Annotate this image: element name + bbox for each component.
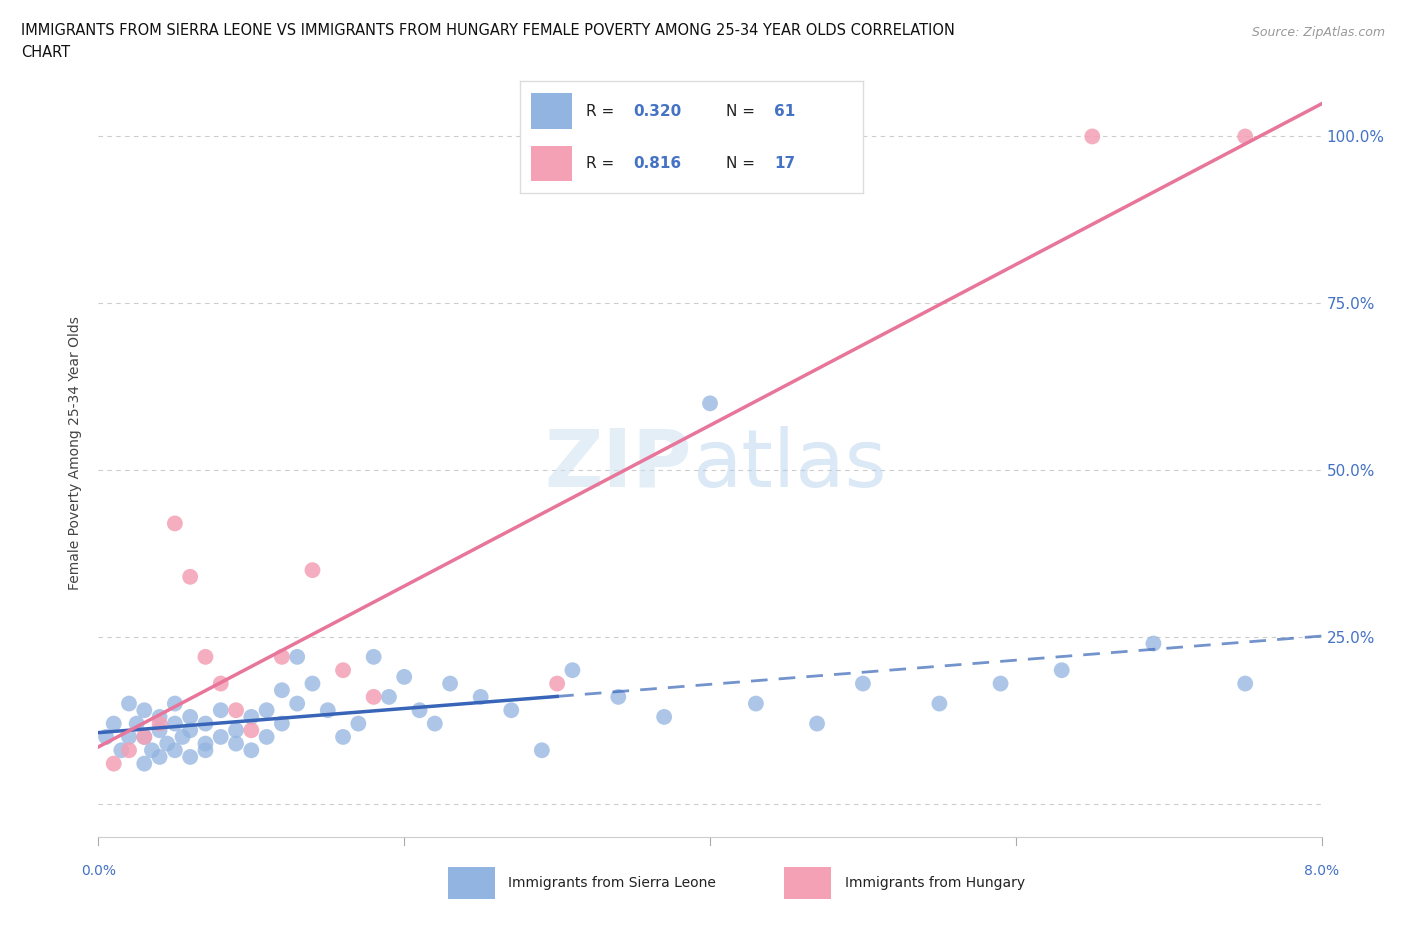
Point [163,516,186,531]
Point [134,729,156,744]
Point [270,649,294,664]
Point [94,729,117,744]
Point [363,689,385,704]
Point [209,703,232,718]
Point [699,396,721,411]
Point [163,697,186,711]
Point [194,743,217,758]
Point [1234,129,1257,144]
Point [285,697,308,711]
Point [408,703,430,718]
Point [1142,636,1164,651]
Text: IMMIGRANTS FROM SIERRA LEONE VS IMMIGRANTS FROM HUNGARY FEMALE POVERTY AMONG 25-: IMMIGRANTS FROM SIERRA LEONE VS IMMIGRAN… [21,23,955,38]
Text: Source: ZipAtlas.com: Source: ZipAtlas.com [1251,26,1385,39]
Point [156,737,179,751]
Point [172,729,194,744]
Point [179,569,201,584]
Point [103,716,125,731]
Point [852,676,875,691]
Text: atlas: atlas [692,426,886,504]
Y-axis label: Female Poverty Among 25-34 Year Olds: Female Poverty Among 25-34 Year Olds [69,316,83,591]
Point [285,649,308,664]
Point [225,703,247,718]
Point [270,716,294,731]
Point [225,737,247,751]
Point [652,710,675,724]
Point [240,710,263,724]
Point [194,716,217,731]
Point [149,723,172,737]
Point [149,710,172,724]
Point [745,697,768,711]
Point [134,729,156,744]
Text: 0.0%: 0.0% [82,864,115,878]
Point [332,729,354,744]
Point [1050,663,1073,678]
Point [301,563,323,578]
Point [423,716,446,731]
Point [134,703,156,718]
Point [149,716,172,731]
Point [256,729,278,744]
Point [501,703,523,718]
Point [179,723,201,737]
Point [392,670,416,684]
Point [1234,676,1257,691]
Point [301,676,323,691]
Point [103,756,125,771]
Text: ZIP: ZIP [544,426,692,504]
Point [316,703,339,718]
Point [607,689,630,704]
Point [439,676,461,691]
Point [225,723,247,737]
Point [209,676,232,691]
Point [118,729,141,744]
Point [332,663,354,678]
Point [118,743,141,758]
Point [110,743,132,758]
Point [363,649,385,664]
Point [149,750,172,764]
Point [270,683,294,698]
Point [1081,129,1104,144]
Text: CHART: CHART [21,45,70,60]
Point [141,743,163,758]
Point [179,710,201,724]
Point [163,743,186,758]
Point [256,703,278,718]
Point [990,676,1012,691]
Point [928,697,950,711]
Point [134,756,156,771]
Text: 8.0%: 8.0% [1305,864,1339,878]
Point [194,649,217,664]
Point [163,716,186,731]
Point [530,743,553,758]
Point [546,676,568,691]
Point [194,737,217,751]
Point [179,750,201,764]
Point [125,716,148,731]
Point [470,689,492,704]
Point [240,743,263,758]
Point [561,663,583,678]
Point [347,716,370,731]
Point [209,729,232,744]
Point [240,723,263,737]
Point [378,689,401,704]
Point [806,716,828,731]
Point [118,697,141,711]
